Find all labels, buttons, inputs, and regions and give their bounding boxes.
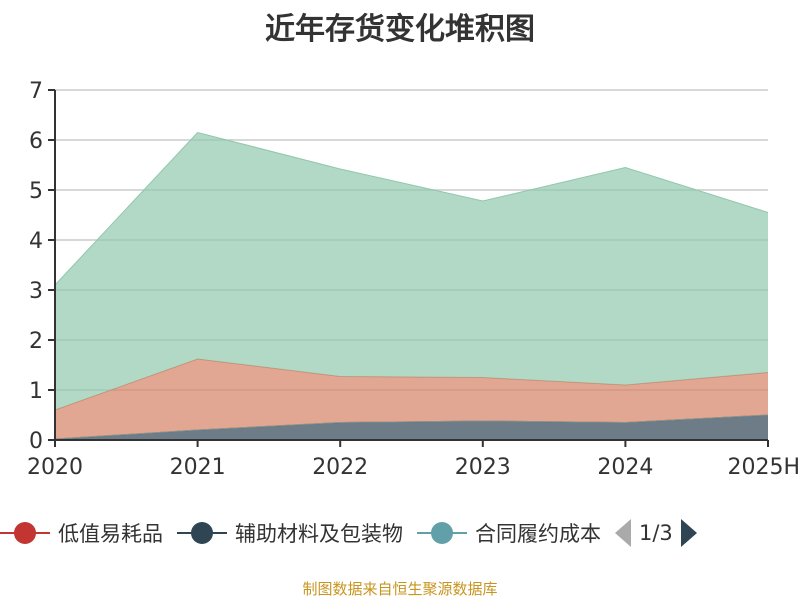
x-tick-label: 2025H (727, 455, 800, 480)
area-series-3 (55, 359, 768, 439)
legend-item-aux-materials[interactable]: 辅助材料及包装物 (177, 518, 403, 548)
legend-item-contract-cost[interactable]: 合同履约成本 (417, 518, 601, 548)
legend-label: 低值易耗品 (58, 522, 163, 546)
legend-pager: 1/3 (615, 519, 697, 547)
stacked-area-chart: 0 1 2 3 4 5 6 7 2020 2021 2022 2023 2024 2025H (27, 79, 800, 480)
legend-marker-icon (177, 521, 227, 545)
y-tick-label: 1 (29, 379, 43, 404)
legend: 低值易耗品 辅助材料及包装物 合同履约成本 1/3 (0, 518, 697, 548)
x-tick-label: 2023 (455, 455, 511, 480)
y-tick-label: 3 (29, 279, 43, 304)
y-tick-label: 6 (29, 129, 43, 154)
next-page-icon[interactable] (680, 519, 697, 547)
x-tick-label: 2022 (312, 455, 368, 480)
legend-marker-icon (0, 521, 50, 545)
x-tick-label: 2024 (597, 455, 653, 480)
legend-marker-icon (417, 521, 467, 545)
line-series-4 (54, 131, 769, 286)
area-series-1 (55, 415, 768, 440)
y-tick-label: 2 (29, 329, 43, 354)
source-note: 制图数据来自恒生聚源数据库 (302, 580, 498, 598)
chart-title: 近年存货变化堆积图 (265, 12, 535, 47)
area-series-4 (55, 132, 768, 410)
legend-page-number: 1/3 (639, 521, 673, 545)
x-tick-label: 2020 (27, 455, 83, 480)
y-tick-label: 7 (29, 79, 43, 104)
prev-page-icon[interactable] (615, 519, 631, 547)
legend-label: 合同履约成本 (475, 522, 601, 546)
y-tick-label: 0 (29, 429, 43, 454)
y-tick-label: 5 (29, 179, 43, 204)
legend-item-low-value-consumables[interactable]: 低值易耗品 (0, 518, 163, 548)
y-tick-label: 4 (29, 229, 43, 254)
legend-label: 辅助材料及包装物 (235, 522, 403, 546)
x-tick-label: 2021 (170, 455, 226, 480)
